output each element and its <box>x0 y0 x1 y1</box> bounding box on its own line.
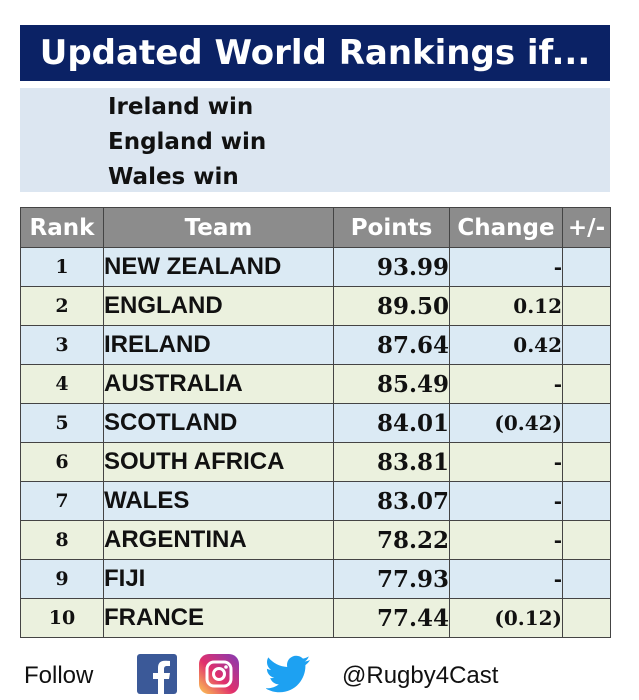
twitter-icon[interactable] <box>265 654 312 694</box>
plus-minus-cell <box>562 247 611 287</box>
rank-cell: 10 <box>20 598 104 638</box>
points-column-header: Points <box>333 207 450 248</box>
rank-cell: 3 <box>20 325 104 365</box>
points-cell: 85.49 <box>333 364 450 404</box>
change-cell: - <box>449 481 563 521</box>
follow-footer: Follow @Rugby4Cast <box>0 648 639 700</box>
table-row: 8 ARGENTINA 78.22 - <box>20 520 611 560</box>
change-cell: 0.42 <box>449 325 563 365</box>
change-column-header: Change <box>449 207 563 248</box>
change-cell: - <box>449 442 563 482</box>
plus-minus-cell <box>562 325 611 365</box>
page-title: Updated World Rankings if... <box>20 25 610 81</box>
team-column-header: Team <box>103 207 334 248</box>
rank-cell: 1 <box>20 247 104 287</box>
plus-minus-cell <box>562 520 611 560</box>
plus-minus-cell <box>562 403 611 443</box>
plus-minus-cell <box>562 559 611 599</box>
points-cell: 83.07 <box>333 481 450 521</box>
points-cell: 78.22 <box>333 520 450 560</box>
plus-minus-cell <box>562 598 611 638</box>
rank-cell: 9 <box>20 559 104 599</box>
rank-cell: 6 <box>20 442 104 482</box>
plus-minus-cell <box>562 442 611 482</box>
plus-minus-cell <box>562 364 611 404</box>
table-header-row: Rank Team Points Change +/- <box>20 207 611 248</box>
change-cell: (0.12) <box>449 598 563 638</box>
table-row: 1 NEW ZEALAND 93.99 - <box>20 247 611 287</box>
team-cell: NEW ZEALAND <box>103 247 334 287</box>
team-cell: FIJI <box>103 559 334 599</box>
team-cell: AUSTRALIA <box>103 364 334 404</box>
scenario-box: Ireland win England win Wales win <box>20 88 610 192</box>
rankings-table: Rank Team Points Change +/- 1 NEW ZEALAN… <box>20 207 611 638</box>
points-cell: 77.44 <box>333 598 450 638</box>
change-cell: 0.12 <box>449 286 563 326</box>
table-row: 9 FIJI 77.93 - <box>20 559 611 599</box>
change-cell: (0.42) <box>449 403 563 443</box>
team-cell: SOUTH AFRICA <box>103 442 334 482</box>
table-row: 3 IRELAND 87.64 0.42 <box>20 325 611 365</box>
instagram-icon[interactable] <box>199 654 239 694</box>
plus-minus-column-header: +/- <box>562 207 611 248</box>
team-cell: SCOTLAND <box>103 403 334 443</box>
rank-column-header: Rank <box>20 207 104 248</box>
scenario-line: Ireland win <box>108 94 254 120</box>
change-cell: - <box>449 364 563 404</box>
rank-cell: 4 <box>20 364 104 404</box>
follow-label: Follow <box>24 662 94 689</box>
points-cell: 77.93 <box>333 559 450 599</box>
facebook-icon[interactable] <box>137 654 177 694</box>
team-cell: FRANCE <box>103 598 334 638</box>
table-row: 4 AUSTRALIA 85.49 - <box>20 364 611 404</box>
table-row: 2 ENGLAND 89.50 0.12 <box>20 286 611 326</box>
rank-cell: 2 <box>20 286 104 326</box>
scenario-line: England win <box>108 129 267 155</box>
table-row: 7 WALES 83.07 - <box>20 481 611 521</box>
table-row: 6 SOUTH AFRICA 83.81 - <box>20 442 611 482</box>
rank-cell: 8 <box>20 520 104 560</box>
points-cell: 87.64 <box>333 325 450 365</box>
twitter-handle[interactable]: @Rugby4Cast <box>342 662 499 689</box>
scenario-line: Wales win <box>108 164 239 190</box>
team-cell: ARGENTINA <box>103 520 334 560</box>
rank-cell: 7 <box>20 481 104 521</box>
plus-minus-cell <box>562 481 611 521</box>
points-cell: 84.01 <box>333 403 450 443</box>
rank-cell: 5 <box>20 403 104 443</box>
change-cell: - <box>449 247 563 287</box>
plus-minus-cell <box>562 286 611 326</box>
table-row: 5 SCOTLAND 84.01 (0.42) <box>20 403 611 443</box>
team-cell: ENGLAND <box>103 286 334 326</box>
change-cell: - <box>449 520 563 560</box>
change-cell: - <box>449 559 563 599</box>
team-cell: IRELAND <box>103 325 334 365</box>
points-cell: 89.50 <box>333 286 450 326</box>
table-row: 10 FRANCE 77.44 (0.12) <box>20 598 611 638</box>
points-cell: 93.99 <box>333 247 450 287</box>
team-cell: WALES <box>103 481 334 521</box>
points-cell: 83.81 <box>333 442 450 482</box>
